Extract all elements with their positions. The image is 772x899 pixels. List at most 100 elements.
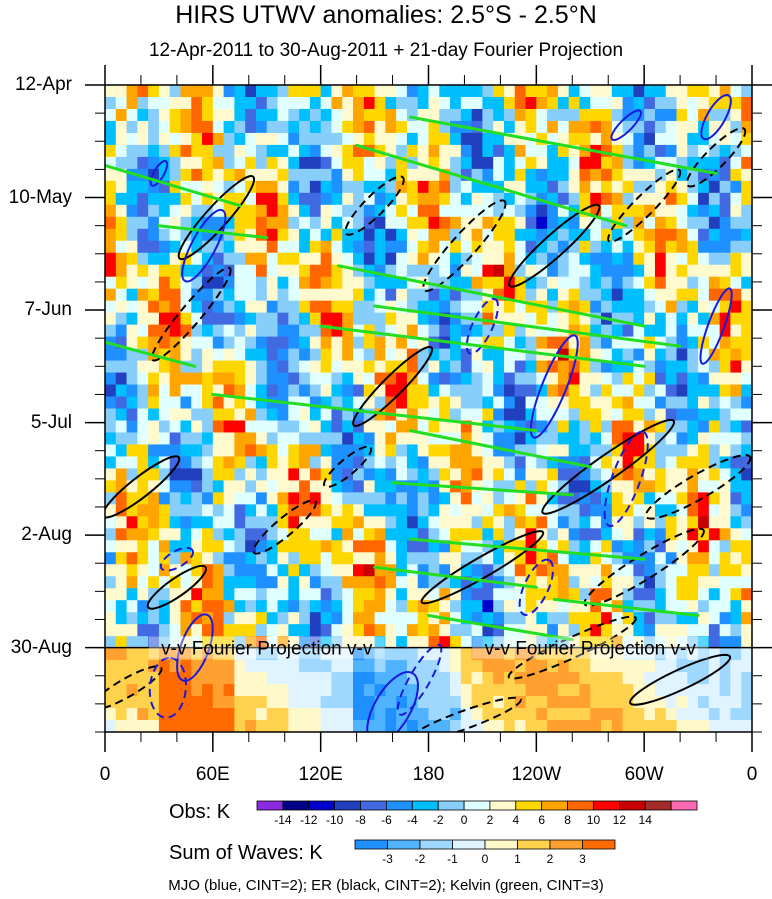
field-cell: [579, 300, 591, 314]
field-cell: [406, 300, 419, 314]
field-cell: [654, 600, 667, 613]
field-cell: [450, 516, 462, 529]
field-cell: [158, 288, 171, 302]
field-cell: [266, 660, 279, 673]
field-cell: [557, 576, 570, 589]
field-cell: [180, 648, 192, 661]
field-cell: [460, 348, 473, 362]
field-cell: [363, 192, 376, 206]
field-cell: [169, 612, 182, 625]
field-cell: [126, 168, 138, 182]
field-cell: [158, 612, 171, 625]
field-cell: [105, 396, 117, 410]
field-cell: [665, 192, 678, 206]
obs-colorbar-swatch: [515, 800, 543, 811]
field-cell: [730, 228, 742, 242]
field-cell: [105, 96, 117, 110]
field-cell: [439, 324, 451, 338]
field-cell: [126, 576, 138, 589]
field-cell: [676, 420, 688, 434]
field-cell: [708, 600, 721, 613]
field-cell: [698, 144, 710, 158]
field-cell: [115, 180, 128, 194]
obs-colorbar-label: Obs: K: [169, 801, 231, 823]
field-cell: [741, 528, 752, 541]
field-cell: [158, 360, 171, 374]
field-cell: [320, 648, 333, 661]
field-cell: [417, 456, 430, 470]
field-cell: [590, 192, 602, 206]
field-cell: [320, 192, 333, 206]
field-cell: [245, 660, 257, 673]
field-cell: [514, 312, 527, 326]
field-cell: [665, 564, 678, 577]
field-cell: [611, 108, 624, 122]
field-cell: [126, 480, 138, 493]
field-cell: [245, 204, 257, 218]
field-cell: [212, 432, 225, 446]
field-cell: [493, 552, 505, 565]
field-cell: [730, 408, 742, 422]
field-cell: [212, 180, 225, 194]
field-cell: [320, 372, 333, 386]
field-cell: [719, 216, 732, 230]
field-cell: [353, 216, 365, 230]
field-cell: [687, 600, 699, 613]
field-cell: [202, 384, 214, 398]
waves-colorbar-tick: 3: [579, 852, 586, 866]
field-cell: [503, 588, 516, 601]
field-cell: [493, 396, 505, 410]
field-cell: [428, 108, 440, 122]
anomaly-field: [105, 85, 752, 732]
field-cell: [741, 444, 752, 458]
field-cell: [439, 672, 451, 685]
field-cell: [590, 708, 602, 721]
field-cell: [191, 480, 203, 493]
field-cell: [169, 144, 182, 158]
field-cell: [439, 264, 451, 278]
field-cell: [460, 228, 473, 242]
field-cell: [665, 288, 678, 302]
field-cell: [590, 564, 602, 577]
field-cell: [698, 480, 710, 493]
field-cell: [277, 528, 289, 541]
field-cell: [741, 420, 752, 434]
field-cell: [320, 456, 333, 470]
field-cell: [633, 432, 645, 446]
field-cell: [676, 372, 688, 386]
field-cell: [503, 348, 516, 362]
field-cell: [385, 516, 397, 529]
field-cell: [471, 528, 484, 541]
field-cell: [557, 168, 570, 182]
field-cell: [342, 204, 354, 218]
field-cell: [439, 312, 451, 326]
field-cell: [719, 720, 732, 732]
field-cell: [126, 564, 138, 577]
field-cell: [622, 468, 634, 481]
field-cell: [590, 612, 602, 625]
field-cell: [105, 228, 117, 242]
field-cell: [320, 96, 333, 110]
field-cell: [471, 252, 484, 266]
field-cell: [234, 360, 246, 374]
field-cell: [137, 252, 149, 266]
field-cell: [665, 492, 678, 505]
field-cell: [698, 264, 710, 278]
field-cell: [460, 600, 473, 613]
field-cell: [353, 108, 365, 122]
field-cell: [450, 492, 462, 505]
field-cell: [342, 588, 354, 601]
field-cell: [191, 408, 203, 422]
field-cell: [633, 324, 645, 338]
field-cell: [115, 420, 128, 434]
field-cell: [234, 504, 246, 517]
field-cell: [266, 672, 279, 685]
field-cell: [245, 600, 257, 613]
obs-colorbar-tick: 0: [460, 813, 468, 827]
field-cell: [719, 408, 732, 422]
field-cell: [223, 480, 235, 493]
field-cell: [255, 444, 268, 458]
field-cell: [654, 480, 667, 493]
field-cell: [223, 372, 235, 386]
field-cell: [277, 120, 289, 134]
